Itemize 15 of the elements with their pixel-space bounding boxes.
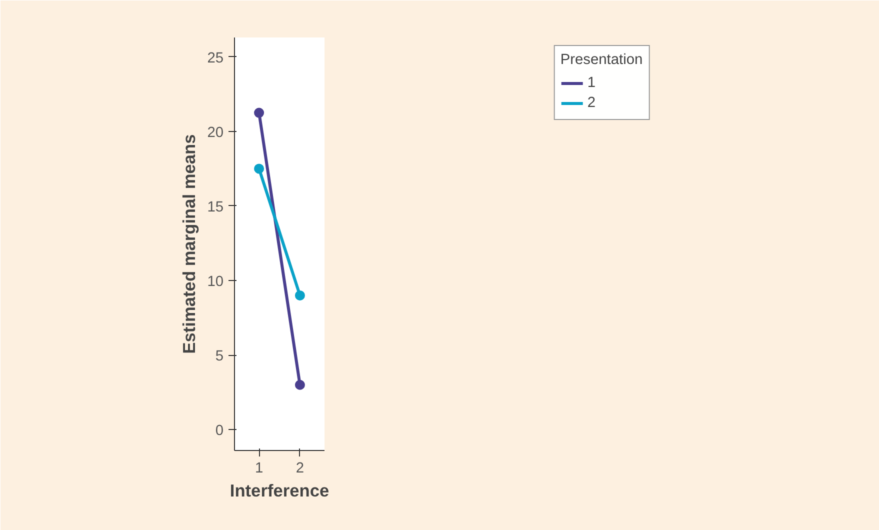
point	[254, 108, 264, 118]
point	[254, 164, 264, 174]
point	[294, 290, 305, 300]
y-tick-label: 5	[215, 348, 224, 365]
y-axis-title: Estimated marginal means	[179, 134, 200, 354]
y-tick-label: 25	[207, 50, 224, 66]
y-tick-label: 20	[207, 124, 224, 141]
legend-title: Presentation	[560, 52, 643, 68]
y-tick-label: 0	[215, 423, 224, 440]
legend-label: 1	[587, 75, 596, 91]
y-tick-label: 10	[207, 274, 224, 290]
legend-label: 2	[587, 95, 596, 111]
point	[294, 380, 305, 390]
y-tick-label: 15	[207, 199, 224, 216]
x-axis-title: Interference	[230, 480, 330, 500]
